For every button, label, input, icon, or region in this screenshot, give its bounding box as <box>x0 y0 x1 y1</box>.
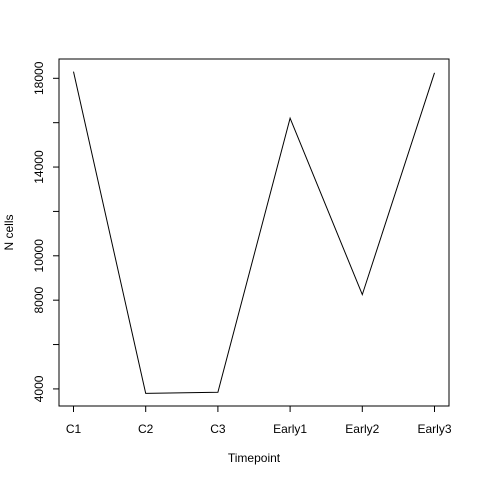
y-tick-label: 18000 <box>32 61 46 95</box>
x-tick-label: Early2 <box>345 422 379 436</box>
x-tick-label: Early3 <box>417 422 451 436</box>
y-tick-label: 8000 <box>32 286 46 313</box>
y-tick-label: 10000 <box>32 239 46 273</box>
x-tick-label: C3 <box>210 422 226 436</box>
x-tick-label: Early1 <box>273 422 307 436</box>
x-axis-title: Timepoint <box>228 451 281 465</box>
series-group <box>73 71 435 394</box>
x-tick-label: C2 <box>138 422 154 436</box>
series-line-1 <box>73 71 435 394</box>
y-axis-title: N cells <box>2 214 16 250</box>
y-tick-label: 14000 <box>32 150 46 184</box>
x-axis: C1 C2 C3 Early1 Early2 Early3 <box>66 406 452 436</box>
y-tick-label: 4000 <box>32 375 46 402</box>
plot-frame <box>58 58 450 407</box>
x-tick-label: C1 <box>66 422 82 436</box>
y-axis: 4000 8000 10000 14000 18000 <box>32 61 59 402</box>
